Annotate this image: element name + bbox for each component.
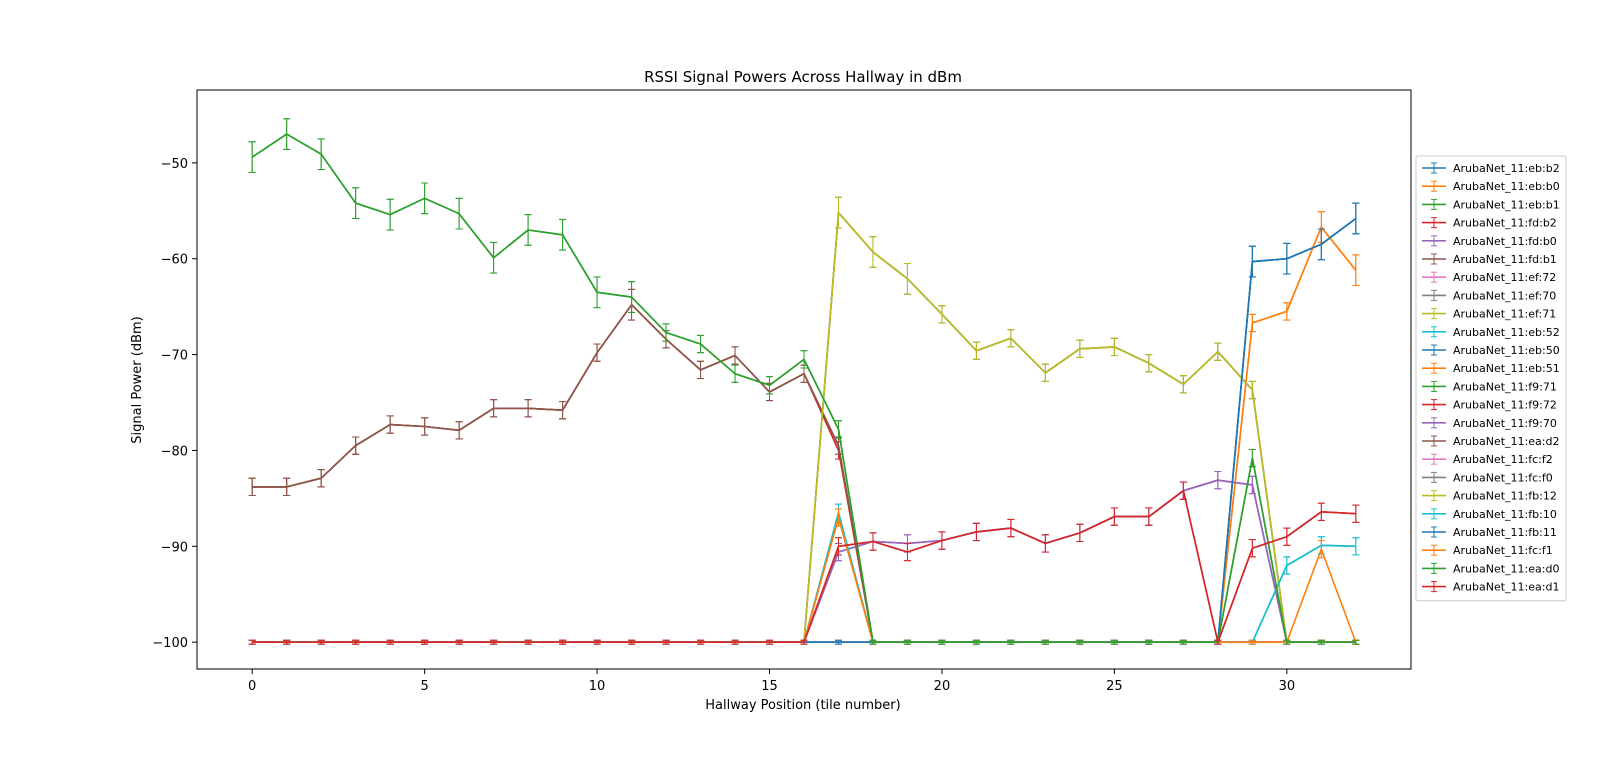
legend-item: ArubaNet_11:f9:72	[1422, 399, 1557, 412]
y-tick-label: −90	[161, 540, 188, 555]
series-arubanet-11-ea-d1	[248, 481, 1360, 645]
x-tick-label: 10	[589, 679, 606, 694]
legend-label: ArubaNet_11:f9:70	[1453, 417, 1557, 430]
legend-item: ArubaNet_11:ea:d1	[1422, 581, 1559, 594]
y-tick-label: −80	[161, 444, 188, 459]
legend-item: ArubaNet_11:f9:70	[1422, 417, 1557, 430]
x-tick-label: 25	[1106, 679, 1123, 694]
legend-label: ArubaNet_11:fc:f0	[1453, 471, 1553, 484]
legend-item: ArubaNet_11:ea:d0	[1422, 562, 1559, 575]
legend-label: ArubaNet_11:eb:b1	[1453, 198, 1560, 211]
legend-label: ArubaNet_11:ef:72	[1453, 271, 1556, 284]
plot-frame	[196, 89, 1412, 670]
legend-item: ArubaNet_11:fb:12	[1422, 490, 1557, 503]
legend-label: ArubaNet_11:eb:50	[1453, 344, 1560, 357]
legend-label: ArubaNet_11:fd:b1	[1453, 253, 1557, 266]
legend-item: ArubaNet_11:fb:11	[1422, 526, 1557, 539]
legend-item: ArubaNet_11:ef:70	[1422, 289, 1556, 302]
legend-item: ArubaNet_11:eb:52	[1422, 326, 1560, 339]
legend-item: ArubaNet_11:eb:b1	[1422, 198, 1560, 211]
legend-item: ArubaNet_11:fd:b2	[1422, 217, 1557, 230]
x-tick-label: 30	[1279, 679, 1296, 694]
legend-label: ArubaNet_11:fc:f1	[1453, 544, 1553, 557]
legend-item: ArubaNet_11:fc:f2	[1422, 453, 1553, 466]
y-tick-label: −100	[152, 636, 188, 651]
y-tick-label: −60	[161, 253, 188, 268]
x-axis: 0 5 10 15 20 25 30	[248, 669, 1295, 694]
legend-item: ArubaNet_11:ef:71	[1422, 308, 1556, 321]
chart-title: RSSI Signal Powers Across Hallway in dBm	[644, 68, 962, 86]
legend-label: ArubaNet_11:ef:70	[1453, 289, 1556, 302]
legend-item: ArubaNet_11:fb:10	[1422, 508, 1557, 521]
y-axis: −100 −90 −80 −70 −60 −50	[152, 157, 197, 651]
legend-item: ArubaNet_11:ef:72	[1422, 271, 1556, 284]
series-layer	[248, 118, 1360, 645]
x-tick-label: 15	[761, 679, 778, 694]
y-tick-label: −50	[161, 157, 188, 172]
legend-label: ArubaNet_11:fd:b0	[1453, 235, 1557, 248]
legend-item: ArubaNet_11:eb:50	[1422, 344, 1560, 357]
y-tick-label: −70	[161, 349, 188, 364]
legend-label: ArubaNet_11:ea:d0	[1453, 562, 1559, 575]
series-arubanet-11-ea-d0	[248, 118, 1360, 645]
legend-label: ArubaNet_11:ef:71	[1453, 308, 1556, 321]
legend-item: ArubaNet_11:ea:d2	[1422, 435, 1559, 448]
legend-item: ArubaNet_11:eb:51	[1422, 362, 1560, 375]
legend: ArubaNet_11:eb:b2 ArubaNet_11:eb:b0 ArubaN…	[1415, 155, 1567, 602]
legend-item: ArubaNet_11:fc:f0	[1422, 471, 1553, 484]
legend-label: ArubaNet_11:fb:12	[1453, 490, 1557, 503]
legend-item: ArubaNet_11:eb:b2	[1422, 162, 1560, 175]
legend-item: ArubaNet_11:fc:f1	[1422, 544, 1553, 557]
legend-label: ArubaNet_11:fd:b2	[1453, 217, 1557, 230]
legend-label: ArubaNet_11:eb:52	[1453, 326, 1560, 339]
legend-label: ArubaNet_11:f9:71	[1453, 380, 1557, 393]
legend-label: ArubaNet_11:ea:d1	[1453, 581, 1559, 594]
legend-box	[1415, 155, 1567, 602]
x-axis-label: Hallway Position (tile number)	[705, 698, 900, 713]
legend-label: ArubaNet_11:fb:10	[1453, 508, 1557, 521]
legend-label: ArubaNet_11:f9:72	[1453, 399, 1557, 412]
legend-item: ArubaNet_11:f9:71	[1422, 380, 1557, 393]
legend-label: ArubaNet_11:fb:11	[1453, 526, 1557, 539]
x-tick-label: 20	[934, 679, 951, 694]
legend-item: ArubaNet_11:fd:b1	[1422, 253, 1557, 266]
legend-label: ArubaNet_11:eb:51	[1453, 362, 1560, 375]
x-tick-label: 5	[420, 679, 428, 694]
legend-item: ArubaNet_11:fd:b0	[1422, 235, 1557, 248]
legend-label: ArubaNet_11:eb:b0	[1453, 180, 1560, 193]
legend-item: ArubaNet_11:eb:b0	[1422, 180, 1560, 193]
legend-label: ArubaNet_11:ea:d2	[1453, 435, 1559, 448]
y-axis-label: Signal Power (dBm)	[130, 316, 145, 443]
legend-label: ArubaNet_11:fc:f2	[1453, 453, 1553, 466]
legend-label: ArubaNet_11:eb:b2	[1453, 162, 1560, 175]
x-tick-label: 0	[248, 679, 256, 694]
